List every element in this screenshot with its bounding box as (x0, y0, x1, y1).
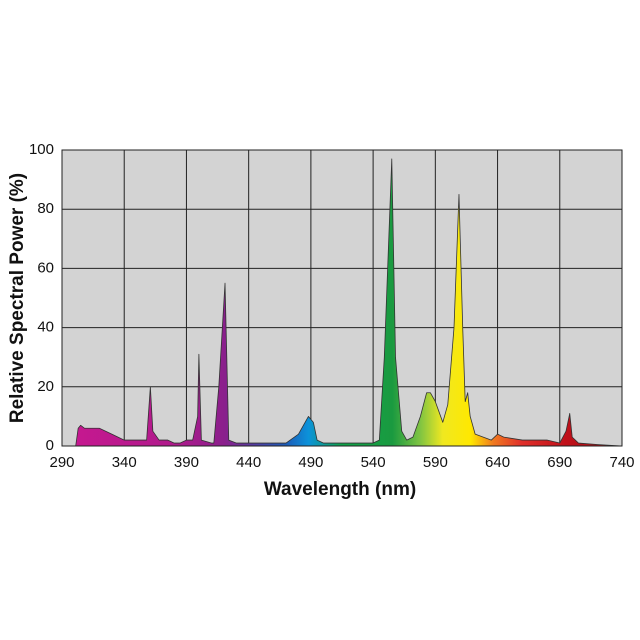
x-tick-label: 740 (609, 454, 634, 471)
x-tick-label: 540 (361, 454, 386, 471)
x-tick-label: 440 (236, 454, 261, 471)
y-tick-label: 60 (37, 259, 54, 276)
x-tick-label: 640 (485, 454, 510, 471)
x-axis-title: Wavelength (nm) (264, 479, 416, 500)
x-tick-label: 340 (112, 454, 137, 471)
x-tick-label: 290 (49, 454, 74, 471)
y-tick-label: 100 (29, 141, 54, 158)
plot-area (62, 150, 622, 446)
spectrum-area (75, 158, 623, 447)
x-tick-label: 390 (174, 454, 199, 471)
x-tick-label: 490 (298, 454, 323, 471)
y-tick-label: 80 (37, 200, 54, 217)
x-tick-label: 590 (423, 454, 448, 471)
y-tick-label: 0 (46, 437, 54, 454)
plot-border (61, 149, 623, 447)
y-tick-label: 40 (37, 319, 54, 336)
x-tick-label: 690 (547, 454, 572, 471)
y-axis-title: Relative Spectral Power (%) (7, 173, 28, 423)
y-tick-label: 20 (37, 378, 54, 395)
